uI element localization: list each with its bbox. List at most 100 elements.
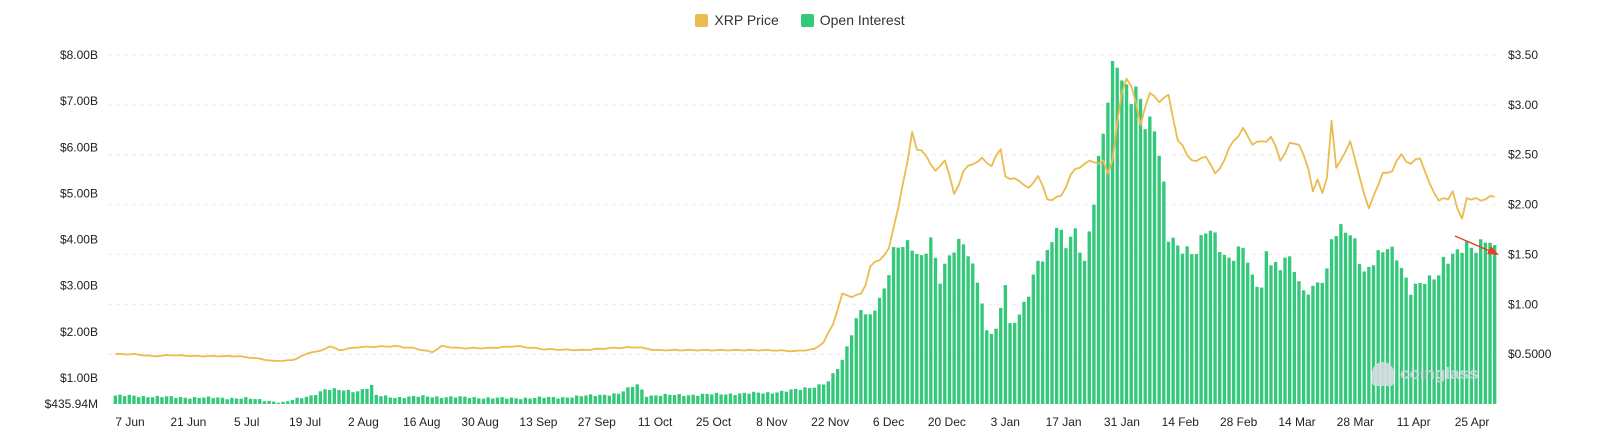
open-interest-bar <box>360 389 364 404</box>
open-interest-bar <box>1315 282 1320 404</box>
open-interest-bar <box>1413 283 1418 404</box>
open-interest-bar <box>1199 235 1203 404</box>
open-interest-bar <box>523 397 528 404</box>
open-interest-bar <box>640 389 644 404</box>
open-interest-bar <box>672 395 677 404</box>
open-interest-bar <box>1446 263 1450 404</box>
legend-item-open-interest[interactable]: Open Interest <box>800 12 905 28</box>
open-interest-bar <box>933 257 938 404</box>
open-interest-bar <box>1068 236 1073 404</box>
open-interest-bar <box>309 395 313 404</box>
legend-item-xrp-price[interactable]: XRP Price <box>695 12 779 28</box>
open-interest-bar <box>1423 283 1427 404</box>
open-interest-bar <box>374 394 378 404</box>
open-interest-bar <box>113 395 118 404</box>
open-interest-bar <box>789 389 793 404</box>
open-interest-bar <box>253 398 257 404</box>
open-interest-bar <box>267 400 271 404</box>
y-axis-right: $3.50 $3.00 $2.50 $2.00 $1.50 $1.00 $0.5000 <box>1508 48 1552 361</box>
x-tick-label: 27 Sep <box>578 415 616 429</box>
open-interest-bar <box>756 392 761 404</box>
legend-swatch-xrp-price <box>695 13 709 27</box>
open-interest-bar <box>607 395 611 404</box>
open-interest-bar <box>602 394 607 404</box>
open-interest-bar <box>1218 252 1222 404</box>
open-interest-bar <box>1213 232 1217 404</box>
open-interest-bar <box>411 395 416 404</box>
open-interest-bar <box>416 396 420 404</box>
open-interest-bar <box>612 393 616 404</box>
open-interest-bar <box>463 396 467 404</box>
open-interest-bar <box>1306 294 1310 404</box>
open-interest-bar <box>635 384 639 404</box>
open-interest-bar <box>1399 267 1404 404</box>
open-interest-bar <box>239 398 243 404</box>
x-tick-label: 25 Apr <box>1455 415 1490 429</box>
open-interest-bar <box>728 393 733 404</box>
open-interest-bar <box>686 395 691 404</box>
open-interest-bar <box>491 398 495 404</box>
open-interest-bar <box>1451 253 1455 404</box>
y-right-tick-label: $3.00 <box>1508 98 1538 112</box>
open-interest-bar <box>421 395 425 404</box>
open-interest-bar <box>1348 235 1352 404</box>
open-interest-bar <box>272 401 276 404</box>
open-interest-bar <box>840 359 844 404</box>
open-interest-bar <box>668 394 672 404</box>
open-interest-bar <box>458 396 462 404</box>
open-interest-bar <box>821 384 826 404</box>
open-interest-bar <box>845 346 849 404</box>
open-interest-bar <box>1208 230 1213 404</box>
x-tick-label: 14 Feb <box>1162 415 1200 429</box>
open-interest-bar <box>295 397 299 404</box>
open-interest-bar <box>1143 129 1147 405</box>
open-interest-bar <box>873 310 877 404</box>
open-interest-bar <box>710 394 714 404</box>
x-tick-label: 17 Jan <box>1046 415 1082 429</box>
open-interest-bar <box>887 275 891 404</box>
open-interest-bar <box>1101 133 1105 405</box>
open-interest-bar <box>775 392 779 404</box>
open-interest-bar <box>961 244 966 404</box>
open-interest-bar <box>1278 270 1282 404</box>
open-interest-bar <box>849 335 854 404</box>
open-interest-bar <box>369 384 374 404</box>
open-interest-bar <box>915 254 919 404</box>
open-interest-bar <box>192 397 197 404</box>
open-interest-bar <box>1250 274 1255 404</box>
open-interest-bar <box>798 389 803 404</box>
open-interest-bar <box>467 398 472 404</box>
y-left-tick-label: $7.00B <box>60 94 98 108</box>
open-interest-bar <box>1134 86 1138 405</box>
open-interest-bar <box>1185 246 1189 404</box>
open-interest-bar <box>1381 252 1385 404</box>
open-interest-bar <box>178 396 183 404</box>
x-tick-label: 7 Jun <box>115 415 144 429</box>
open-interest-bar <box>807 388 812 404</box>
x-tick-label: 3 Jan <box>991 415 1020 429</box>
open-interest-bar <box>1334 236 1338 404</box>
open-interest-bar <box>584 395 588 404</box>
open-interest-bar <box>780 390 784 404</box>
open-interest-bar <box>882 288 886 404</box>
open-interest-bar <box>1339 224 1343 404</box>
open-interest-bar <box>509 397 514 404</box>
open-interest-bar <box>565 397 570 404</box>
open-interest-bar <box>244 397 248 404</box>
open-interest-bar <box>714 392 719 404</box>
y-right-tick-label: $1.00 <box>1508 297 1538 311</box>
open-interest-bars <box>113 61 1497 405</box>
open-interest-bar <box>300 398 304 404</box>
open-interest-bar <box>654 395 658 404</box>
open-interest-bar <box>1162 181 1166 404</box>
open-interest-bar <box>1110 61 1115 404</box>
open-interest-bar <box>477 398 481 404</box>
open-interest-bar <box>947 255 952 404</box>
open-interest-bar <box>975 282 980 404</box>
open-interest-bar <box>1138 98 1143 405</box>
x-tick-label: 31 Jan <box>1104 415 1140 429</box>
open-interest-bar <box>1311 285 1315 404</box>
legend-swatch-open-interest <box>800 13 814 27</box>
x-axis: 7 Jun 21 Jun 5 Jul 19 Jul 2 Aug 16 Aug 30 Aug 1… <box>115 415 1489 429</box>
open-interest-bar <box>826 381 830 404</box>
